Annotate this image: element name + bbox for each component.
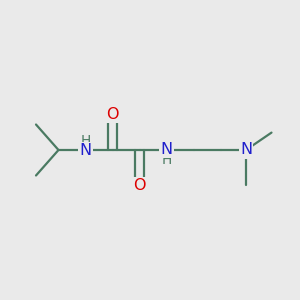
- Text: N: N: [80, 143, 92, 158]
- Text: O: O: [133, 178, 146, 193]
- Text: O: O: [106, 107, 119, 122]
- Text: H: H: [161, 153, 172, 166]
- Text: H: H: [80, 134, 91, 148]
- Text: N: N: [160, 142, 172, 157]
- Text: N: N: [240, 142, 252, 158]
